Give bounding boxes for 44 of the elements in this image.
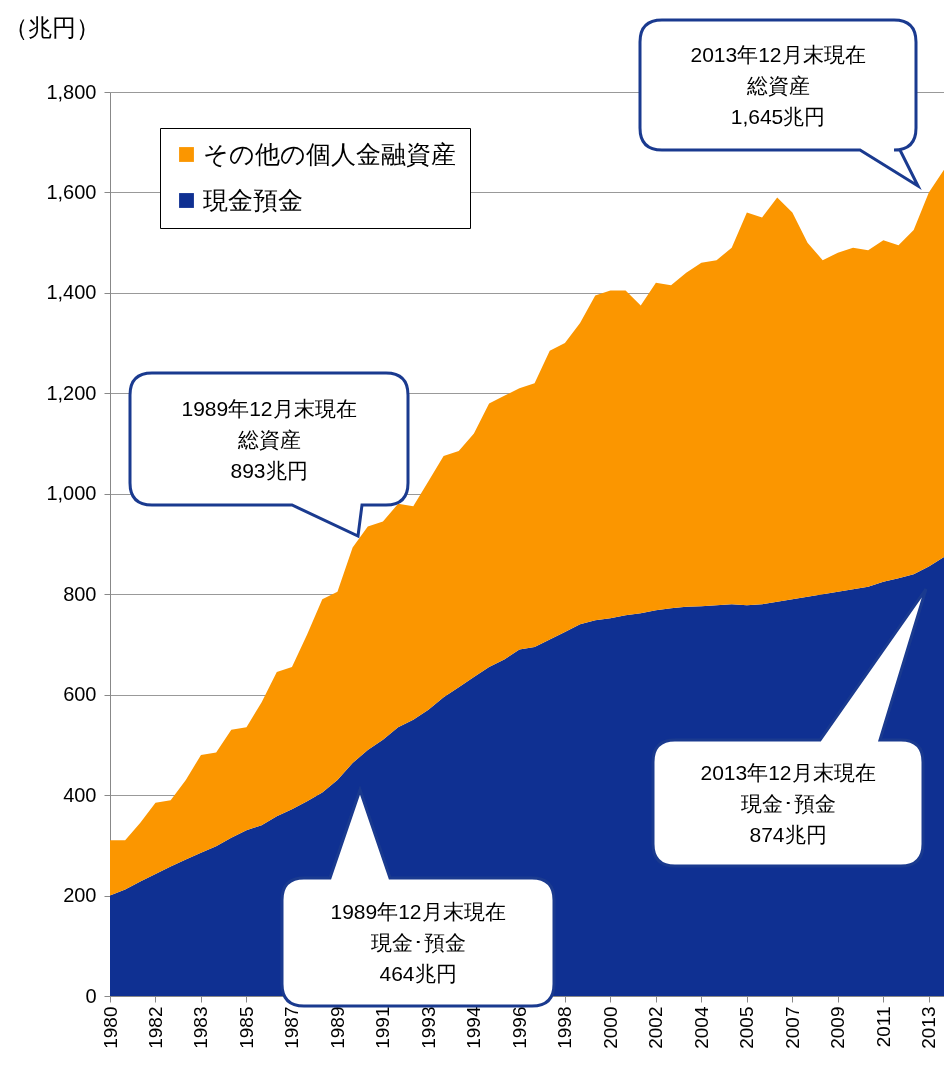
annotation: 2013年12月末現在 [699, 759, 877, 786]
x-tick-label: 2009 [827, 1006, 849, 1049]
x-tick-label: 2011 [872, 1006, 894, 1048]
x-tick-label: 1985 [235, 1006, 257, 1049]
y-tick-label: 0 [85, 984, 97, 1007]
x-tick-label: 1996 [508, 1006, 530, 1049]
annotation: 総資産 [236, 426, 302, 453]
y-tick-label: 1,000 [46, 482, 97, 505]
legend-label: その他の個人金融資産 [203, 139, 456, 168]
y-tick-label: 600 [63, 683, 97, 706]
y-tick-label: 1,800 [46, 80, 97, 103]
y-axis-title: （兆円） [4, 13, 100, 43]
annotation: 464兆円 [378, 960, 458, 987]
annotation: 893兆円 [229, 457, 309, 484]
annotation: 1,645兆円 [729, 103, 827, 130]
y-tick-label: 800 [63, 582, 97, 605]
legend-label: 現金預金 [203, 185, 303, 214]
x-tick-label: 2007 [781, 1006, 803, 1049]
annotation: 1989年12月末現在 [180, 395, 358, 422]
annotation: 現金･預金 [739, 790, 837, 817]
x-tick-label: 2013 [918, 1006, 940, 1049]
x-tick-label: 1983 [190, 1006, 212, 1049]
y-tick-label: 200 [63, 884, 97, 907]
annotation: 現金･預金 [369, 929, 467, 956]
x-tick-label: 1987 [281, 1006, 303, 1049]
text: 2013年12月末現在 [689, 41, 867, 68]
x-tick-label: 1982 [144, 1006, 166, 1049]
x-tick-label: 2004 [690, 1006, 712, 1049]
annotation: 総資産 [745, 72, 811, 99]
x-tick-label: 1989 [326, 1006, 348, 1049]
y-tick-label: 1,400 [46, 281, 97, 304]
x-tick-label: 1998 [554, 1006, 576, 1049]
x-tick-label: 1980 [99, 1006, 121, 1049]
x-tick-label: 1994 [463, 1006, 485, 1049]
y-tick-label: 1,200 [46, 381, 97, 404]
annotation: 1989年12月末現在 [329, 898, 507, 925]
y-tick-label: 1,600 [46, 180, 97, 203]
x-tick-label: 1993 [417, 1006, 439, 1049]
x-tick-label: 2005 [736, 1006, 758, 1049]
annotation: 874兆円 [748, 821, 828, 848]
x-tick-label: 2002 [645, 1006, 667, 1049]
x-tick-label: 2000 [599, 1006, 621, 1049]
y-tick-label: 400 [63, 783, 97, 806]
x-tick-label: 1991 [372, 1006, 394, 1049]
